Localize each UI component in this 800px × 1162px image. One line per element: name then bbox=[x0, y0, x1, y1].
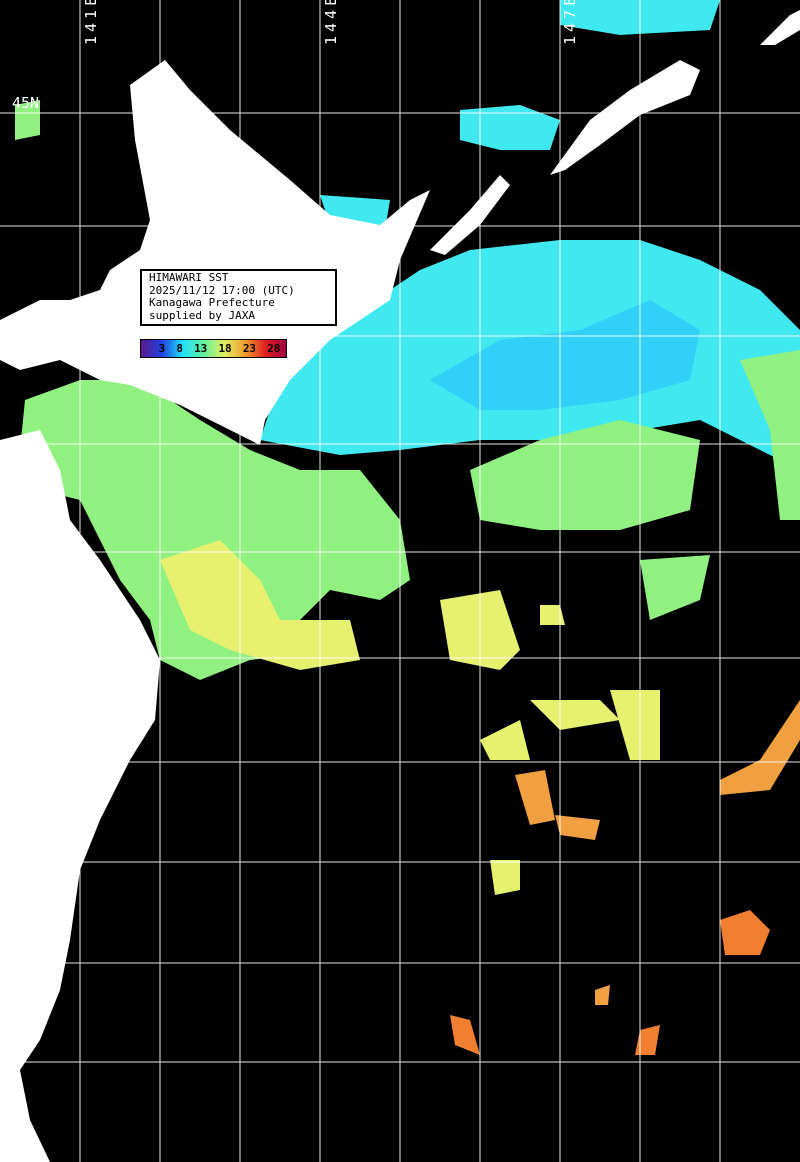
lon-label-144e: 144E bbox=[322, 0, 340, 45]
sst-patch bbox=[530, 700, 620, 730]
sst-patch bbox=[740, 350, 800, 520]
sst-patch bbox=[635, 1025, 660, 1055]
sst-patch bbox=[515, 770, 555, 825]
shimokita-peninsula bbox=[0, 460, 40, 570]
info-box: HIMAWARI SST 2025/11/12 17:00 (UTC) Kana… bbox=[140, 269, 337, 326]
iturup-island bbox=[550, 60, 700, 175]
credit-label: supplied by JAXA bbox=[149, 308, 255, 322]
region-label: Kanagawa Prefecture bbox=[149, 296, 275, 309]
lat-label-45n: 45N bbox=[12, 94, 40, 112]
sst-patch bbox=[460, 105, 560, 150]
sst-patch bbox=[480, 720, 530, 760]
sst-patch bbox=[490, 860, 520, 895]
sst-patch bbox=[15, 100, 40, 140]
colorbar-tick: 23 bbox=[242, 342, 257, 355]
lon-label-147e: 147E bbox=[561, 0, 579, 45]
sst-patch bbox=[20, 380, 410, 680]
color-scale-bar: 3 8 13 18 23 28 bbox=[140, 339, 287, 358]
colorbar-tick: 3 bbox=[158, 342, 166, 355]
sst-patch bbox=[610, 690, 660, 760]
product-title: HIMAWARI SST bbox=[149, 271, 229, 284]
lon-label-141e: 141E bbox=[82, 0, 100, 45]
island-ne bbox=[760, 10, 800, 45]
sst-patch bbox=[470, 420, 700, 530]
sst-patch bbox=[555, 815, 600, 840]
sst-patch bbox=[595, 985, 610, 1005]
sst-patch bbox=[160, 540, 360, 670]
sst-patch bbox=[430, 300, 700, 410]
sst-patch bbox=[720, 910, 770, 955]
sst-layer bbox=[0, 0, 800, 1055]
sst-patch bbox=[540, 605, 565, 625]
colorbar-tick: 8 bbox=[176, 342, 183, 355]
colorbar-tick: 28 bbox=[267, 342, 281, 355]
hokkaido-land bbox=[0, 60, 430, 445]
sst-patch bbox=[720, 700, 800, 795]
sst-patch bbox=[450, 1015, 480, 1055]
sst-patch bbox=[640, 555, 710, 620]
colorbar-tick: 13 bbox=[194, 342, 208, 355]
observation-datetime: 2025/11/12 17:00 (UTC) bbox=[149, 283, 295, 297]
colorbar-tick: 18 bbox=[218, 342, 232, 355]
kunashir-island bbox=[430, 175, 510, 255]
